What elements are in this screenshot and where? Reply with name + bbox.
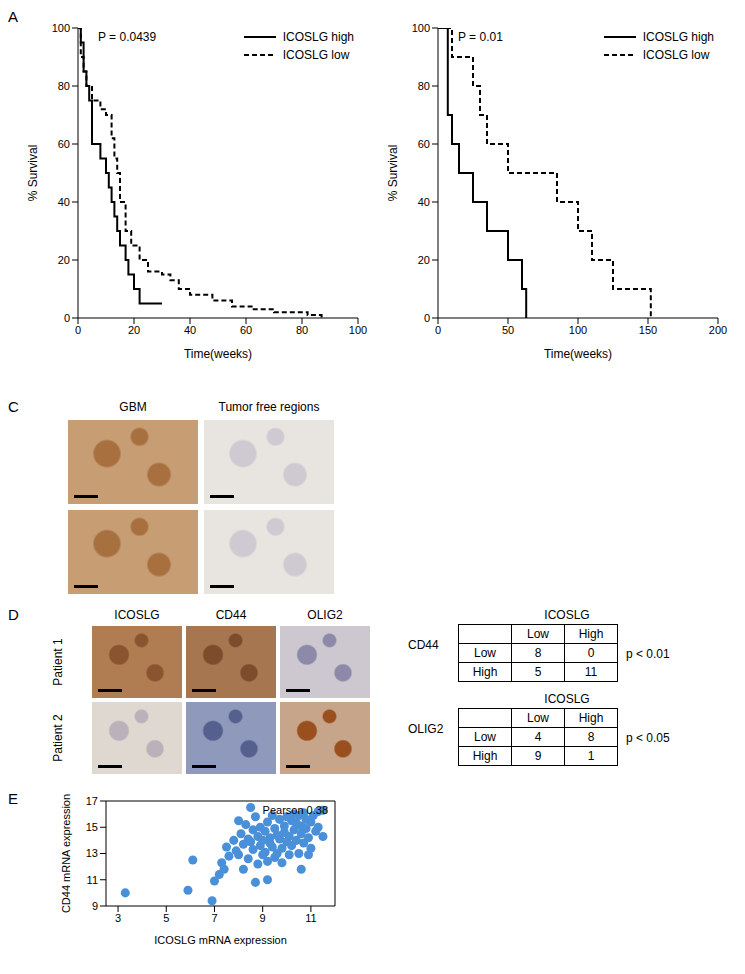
- html-text:OLIG2: OLIG2: [307, 608, 343, 622]
- html-text:Low: Low: [527, 627, 549, 641]
- svg-text:20: 20: [418, 254, 430, 266]
- html-text:High: High: [472, 665, 498, 679]
- svg-text:80: 80: [58, 80, 70, 92]
- html-text:ICOSLG low: ICOSLG low: [642, 48, 710, 62]
- html-text:High: High: [578, 627, 604, 641]
- svg-text:50: 50: [502, 324, 514, 336]
- svg-text:100: 100: [52, 22, 70, 34]
- svg-text:40: 40: [184, 324, 196, 336]
- html-text:ICOSLG: ICOSLG: [544, 608, 590, 622]
- html-text:ICOSLG high: ICOSLG high: [642, 30, 714, 44]
- html-text:0: 0: [587, 646, 595, 660]
- svg-text:0: 0: [64, 312, 70, 324]
- svg-text:CD44 mRNA expression: CD44 mRNA expression: [60, 794, 72, 913]
- html-text:p < 0.05: p < 0.05: [626, 731, 670, 745]
- html-text:A: A: [8, 8, 18, 25]
- svg-text:150: 150: [639, 324, 657, 336]
- svg-text:3: 3: [115, 912, 121, 924]
- svg-text:100: 100: [412, 22, 430, 34]
- html-text:9: 9: [534, 749, 542, 763]
- html-text:P = 0.01: P = 0.01: [458, 30, 503, 44]
- svg-text:60: 60: [418, 138, 430, 150]
- svg-text:13: 13: [86, 847, 98, 859]
- svg-text:% Survival: % Survival: [386, 145, 400, 202]
- html-text:8: 8: [534, 646, 542, 660]
- html-text:GBM: GBM: [119, 400, 147, 414]
- html-text:High: High: [578, 711, 604, 725]
- html-text:ICOSLG: ICOSLG: [114, 608, 160, 622]
- svg-text:9: 9: [260, 912, 266, 924]
- html-text:Pearson 0.38: Pearson 0.38: [262, 804, 328, 816]
- svg-text:80: 80: [296, 324, 308, 336]
- html-text:1: 1: [587, 749, 595, 763]
- html-text:CD44: CD44: [215, 608, 247, 622]
- html-text:Patient 2: Patient 2: [51, 714, 65, 762]
- svg-text:Time(weeks): Time(weeks): [544, 347, 612, 361]
- svg-text:9: 9: [92, 900, 98, 912]
- svg-text:0: 0: [75, 324, 81, 336]
- svg-text:5: 5: [163, 912, 169, 924]
- html-text:Low: Low: [474, 646, 496, 660]
- html-text:P = 0.0439: P = 0.0439: [98, 30, 157, 44]
- html-text:ICOSLG: ICOSLG: [544, 692, 590, 706]
- html-text:8: 8: [587, 730, 595, 744]
- html-text:C: C: [8, 398, 19, 415]
- svg-text:Time(weeks): Time(weeks): [184, 347, 252, 361]
- html-text:ICOSLG high: ICOSLG high: [282, 30, 354, 44]
- html-text:ICOSLG low: ICOSLG low: [282, 48, 350, 62]
- svg-text:60: 60: [240, 324, 252, 336]
- html-text:Tumor free regions: Tumor free regions: [218, 400, 320, 414]
- html-text:5: 5: [534, 665, 542, 679]
- svg-text:40: 40: [58, 196, 70, 208]
- svg-text:60: 60: [58, 138, 70, 150]
- html-text:Low: Low: [527, 711, 549, 725]
- svg-text:11: 11: [87, 874, 98, 886]
- svg-text:20: 20: [128, 324, 140, 336]
- svg-text:0: 0: [424, 312, 430, 324]
- svg-text:ICOSLG mRNA expression: ICOSLG mRNA expression: [154, 934, 287, 946]
- html-text:E: E: [8, 790, 18, 807]
- svg-text:20: 20: [58, 254, 70, 266]
- svg-text:200: 200: [709, 324, 727, 336]
- html-text:p < 0.01: p < 0.01: [626, 647, 670, 661]
- svg-text:7: 7: [211, 912, 217, 924]
- html-text:Patient 1: Patient 1: [51, 638, 65, 686]
- html-text:11: 11: [584, 665, 598, 679]
- html-text:4: 4: [534, 730, 542, 744]
- svg-text:17: 17: [86, 795, 98, 807]
- html-text:CD44: CD44: [408, 638, 439, 652]
- svg-text:11: 11: [305, 912, 316, 924]
- html-text:Low: Low: [474, 730, 496, 744]
- svg-text:100: 100: [349, 324, 367, 336]
- html-text:D: D: [8, 606, 19, 623]
- svg-text:100: 100: [569, 324, 587, 336]
- svg-text:15: 15: [86, 821, 98, 833]
- html-text:High: High: [472, 749, 498, 763]
- svg-text:80: 80: [418, 80, 430, 92]
- svg-text:40: 40: [418, 196, 430, 208]
- svg-text:% Survival: % Survival: [26, 145, 40, 202]
- svg-text:0: 0: [435, 324, 441, 336]
- html-text:OLIG2: OLIG2: [408, 722, 444, 736]
